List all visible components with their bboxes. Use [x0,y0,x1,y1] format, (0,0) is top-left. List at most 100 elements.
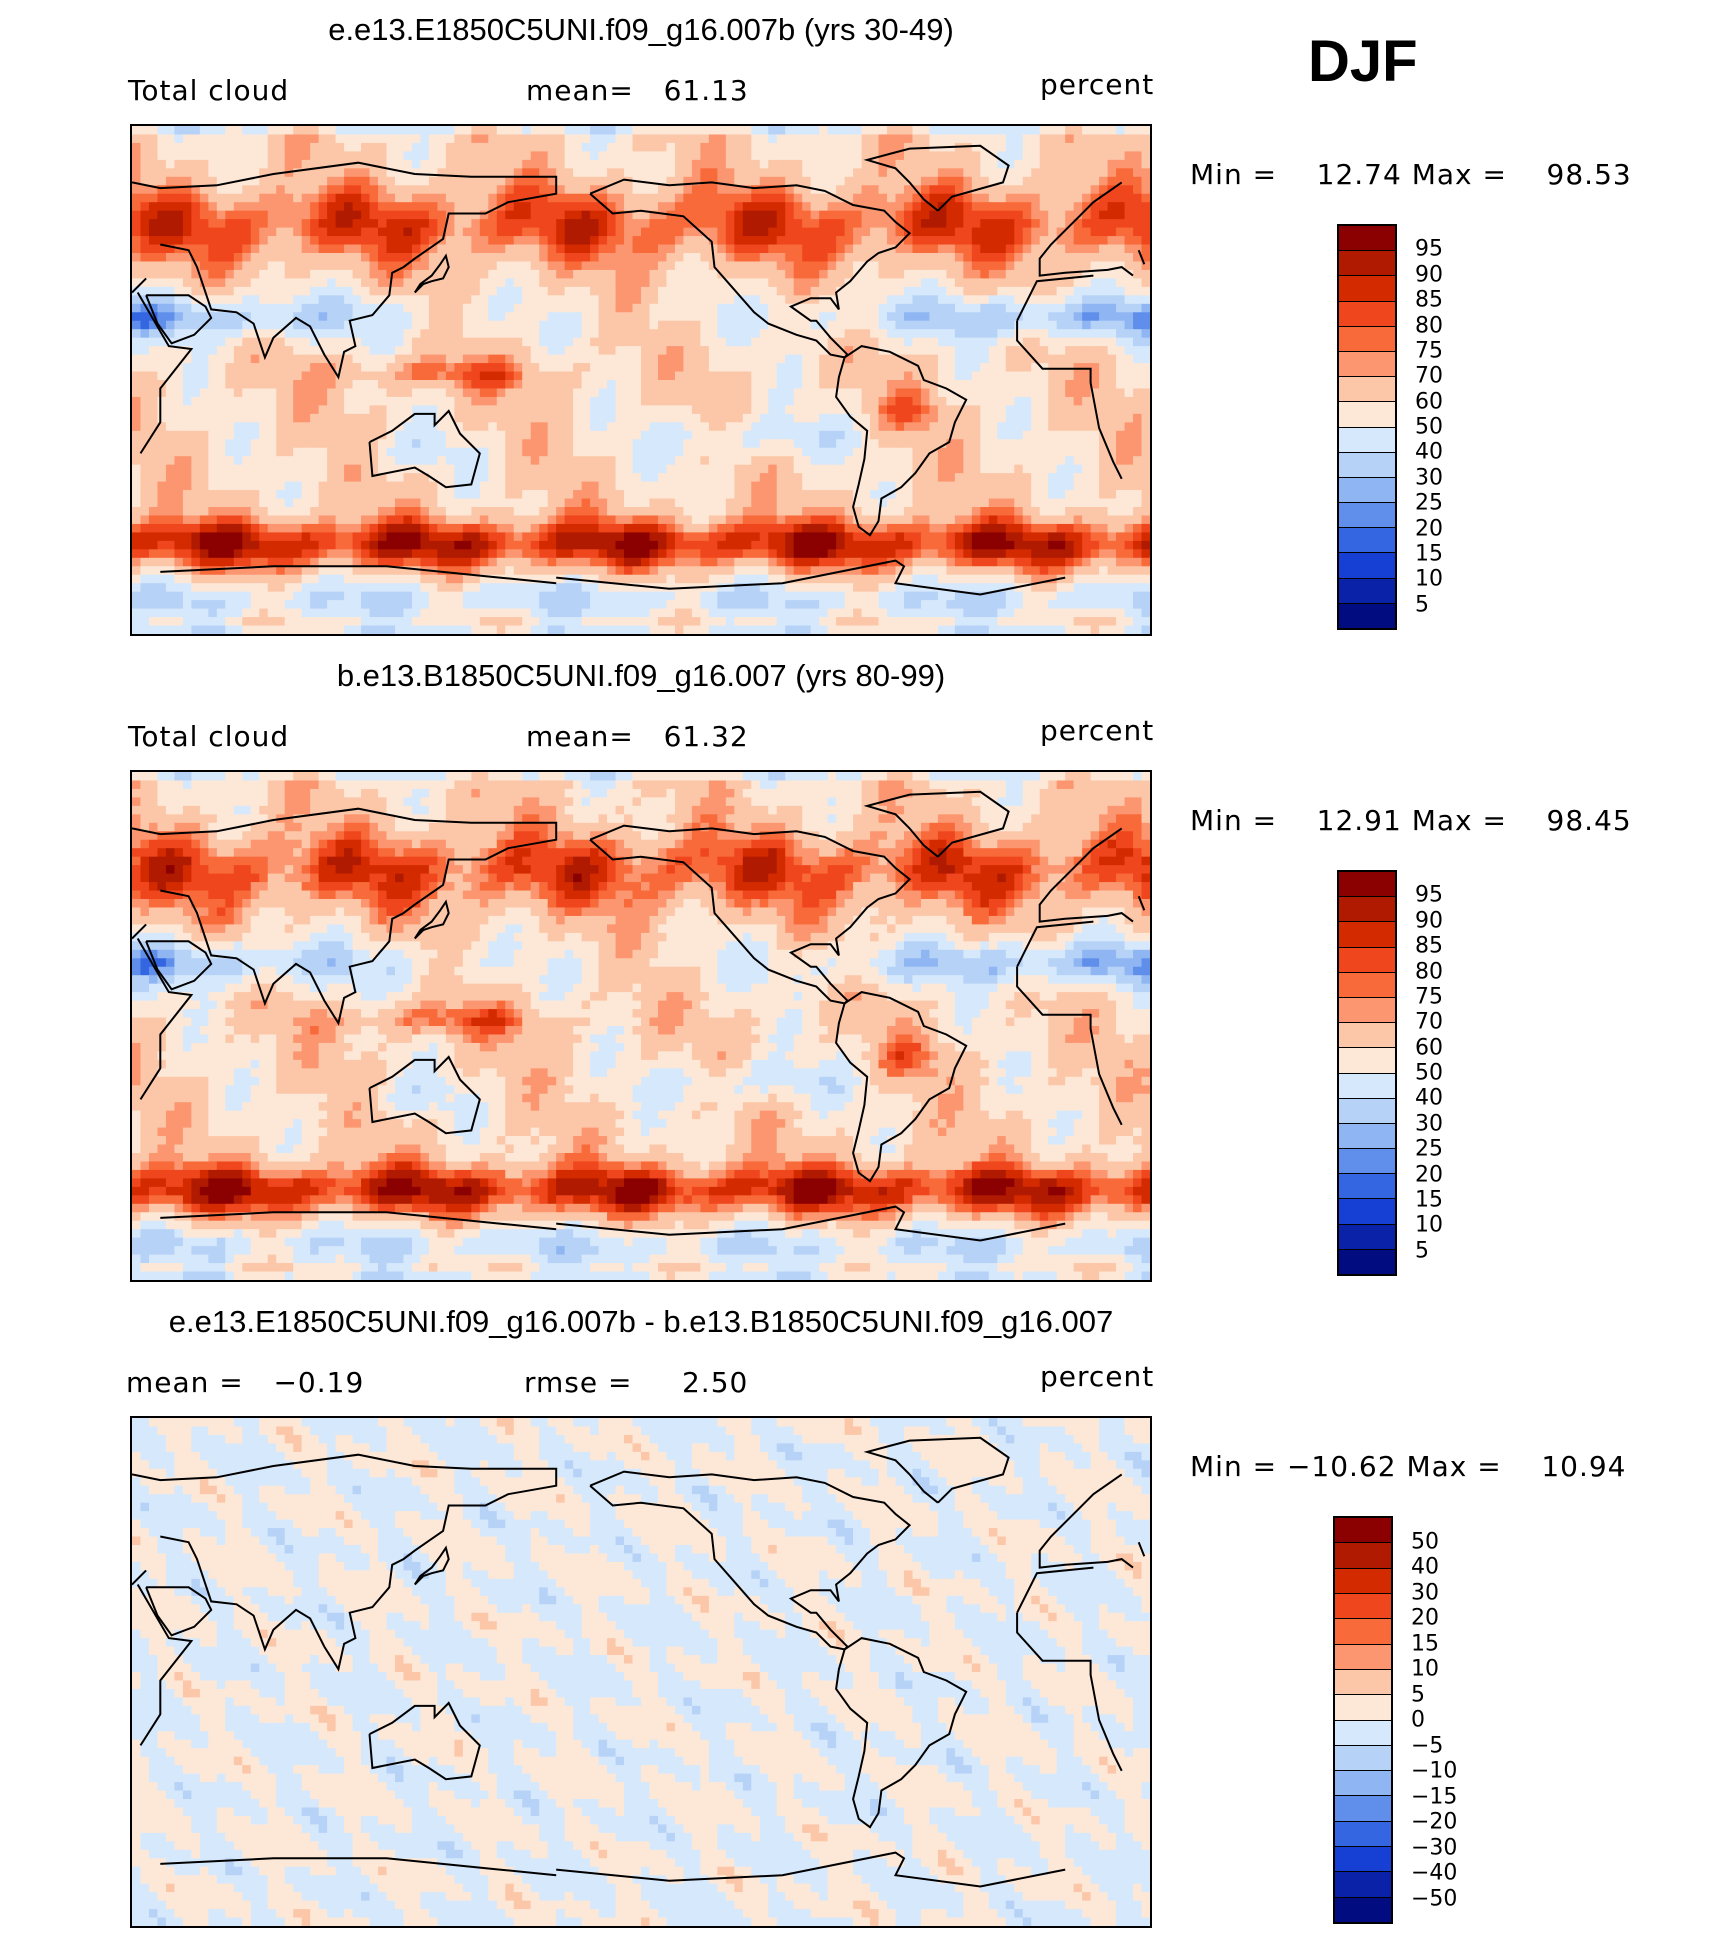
map-cell [819,396,829,406]
map-cell [225,346,235,356]
map-cell [912,329,922,339]
map-cell [590,405,600,415]
map-cell [208,193,218,203]
map-cell [1065,388,1075,398]
map-cell [954,363,964,373]
map-cell [225,447,235,457]
map-cell [1133,185,1143,195]
map-cell [411,269,422,279]
map-cell [378,286,388,296]
map-cell [598,202,608,212]
map-cell [844,380,854,390]
map-cell [870,227,880,237]
map-cell [250,278,260,288]
map-cell [1124,159,1134,169]
map-cell [182,185,192,195]
map-cell [428,159,438,169]
map-cell [369,363,379,373]
map-cell [810,286,820,296]
map-cell [632,295,642,305]
map-cell [564,151,574,161]
map-cell [1099,176,1109,186]
map-cell [1031,388,1041,398]
map-cell [293,185,303,195]
map-cell [632,159,642,169]
map-cell [988,464,998,474]
panel-1-map [130,124,1152,636]
map-cell [641,236,651,246]
map-cell [420,439,430,449]
map-cell [148,227,159,237]
map-cell [861,185,871,195]
map-cell [1039,286,1049,296]
map-cell [971,439,981,449]
map-cell [725,134,735,144]
map-cell [624,159,634,169]
map-cell [301,371,311,381]
map-cell [547,363,557,373]
map-cell [683,151,693,161]
map-cell [734,337,744,347]
map-cell [598,278,608,288]
map-cell [615,346,625,356]
map-cell [1124,320,1134,330]
map-cell [293,312,303,322]
map-cell [157,126,167,136]
map-cell [318,337,328,347]
map-cell [997,303,1007,313]
map-cell [573,371,583,381]
map-cell [691,253,701,263]
map-cell [632,193,642,203]
map-cell [216,456,226,466]
map-cell [802,219,812,229]
map-cell [310,244,320,254]
map-cell [428,126,438,136]
map-cell [522,422,532,432]
map-cell [157,320,167,330]
map-cell [903,236,914,246]
map-cell [768,244,778,254]
map-cell [1031,329,1041,339]
map-cell [522,295,532,305]
map-cell [1014,244,1024,254]
map-cell [988,380,998,390]
map-cell [182,278,192,288]
map-cell [132,219,142,229]
map-cell [683,126,693,136]
map-cell [462,219,472,229]
map-cell [403,447,413,457]
map-cell [632,320,642,330]
map-cell [182,269,192,279]
map-cell [564,295,574,305]
map-cell [276,371,286,381]
map-cell [666,219,676,229]
map-cell [318,447,328,457]
map-cell [641,320,651,330]
map-cell [683,159,693,169]
map-cell [742,185,752,195]
map-cell [683,473,693,483]
map-cell [462,354,472,364]
map-cell [1124,388,1134,398]
map-cell [598,142,608,152]
map-cell [437,295,447,305]
map-cell [547,337,557,347]
map-cell [428,210,438,220]
map-cell [1014,159,1024,169]
map-cell [250,193,260,203]
map-cell [394,312,405,322]
map-cell [216,439,226,449]
map-cell [488,269,498,279]
map-cell [318,371,328,381]
map-cell [378,126,388,136]
map-cell [488,210,498,220]
map-cell [1022,151,1032,161]
map-cell [445,193,455,203]
map-cell [378,354,388,364]
map-cell [530,134,540,144]
map-cell [717,202,727,212]
map-cell [301,261,311,271]
map-cell [1039,354,1049,364]
map-cell [708,473,718,483]
map-cell [810,278,820,288]
